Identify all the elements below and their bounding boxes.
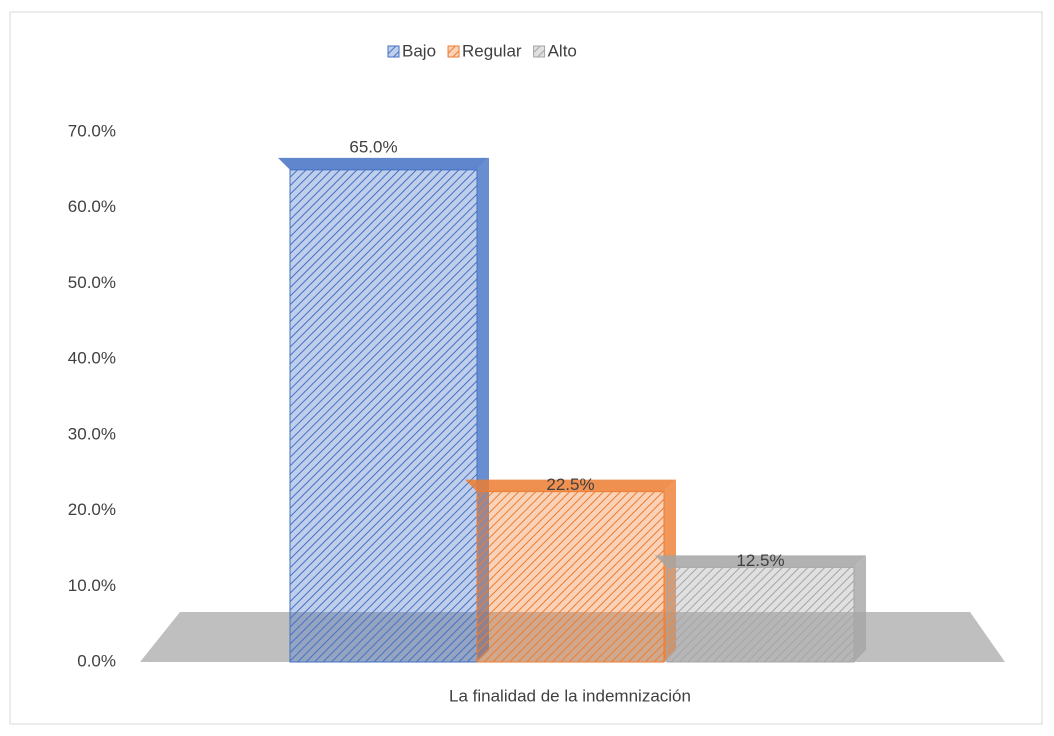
legend-swatch [387,45,400,58]
bar [476,491,665,663]
y-tick-label: 10.0% [68,576,116,595]
legend-swatch [447,45,460,58]
bar [666,566,855,663]
bar-side [854,555,866,662]
y-tick-label: 50.0% [68,273,116,292]
y-tick-label: 30.0% [68,424,116,443]
bar-top [465,479,676,492]
y-tick-label: 0.0% [77,651,116,670]
legend-label: Regular [462,41,522,60]
y-tick-label: 40.0% [68,349,116,368]
legend-swatch [533,45,546,58]
y-tick-label: 20.0% [68,500,116,519]
value-label: 12.5% [736,551,784,570]
bar-top [655,555,866,568]
y-tick-label: 70.0% [68,121,116,140]
value-label: 22.5% [546,475,594,494]
bar [289,169,478,663]
y-tick-label: 60.0% [68,197,116,216]
bar-top [278,157,489,170]
legend-label: Bajo [402,41,436,60]
legend-label: Alto [548,41,577,60]
value-label: 65.0% [349,137,397,156]
x-tick-label: La finalidad de la indemnización [449,686,691,705]
